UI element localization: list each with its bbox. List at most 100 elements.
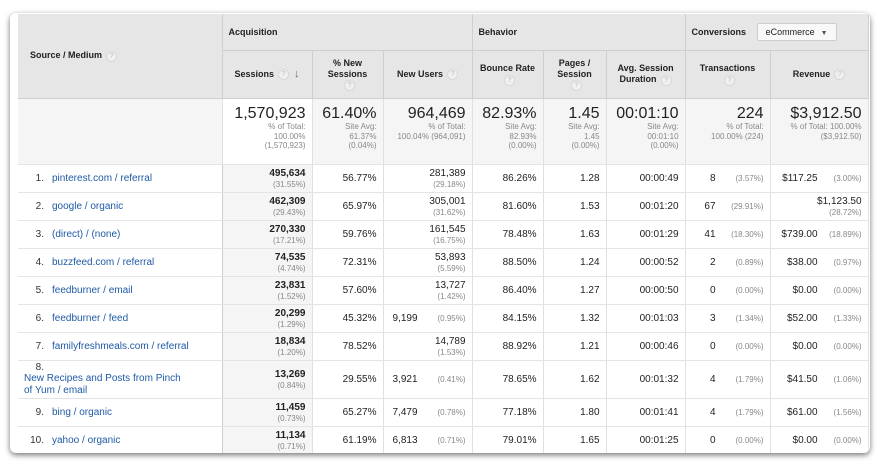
conversions-select[interactable]: eCommerce ▼ bbox=[756, 23, 837, 41]
transactions-cell: 2 (0.89%) bbox=[685, 248, 771, 277]
bounce-rate-value: 79.01% bbox=[502, 435, 537, 446]
column-header-bounce-rate[interactable]: Bounce Rate? bbox=[472, 50, 544, 99]
total-detail: % of Total: 100.00% bbox=[790, 122, 862, 131]
transactions-value: 0 bbox=[709, 341, 716, 352]
new-sessions-cell: 65.27% bbox=[312, 398, 384, 427]
sessions-value: 74,535 bbox=[274, 251, 306, 263]
bounce-rate-value: 86.26% bbox=[502, 173, 537, 184]
sessions-percent: (4.74%) bbox=[277, 263, 306, 273]
sessions-percent: (0.84%) bbox=[277, 380, 306, 390]
revenue-percent: (28.72%) bbox=[829, 207, 862, 217]
column-header-pages-per-session[interactable]: Pages / Session? bbox=[543, 50, 607, 99]
new-users-percent: (29.18%) bbox=[433, 179, 466, 189]
avg-session-duration-value: 00:01:03 bbox=[639, 313, 679, 324]
new-users-percent: (0.71%) bbox=[437, 436, 466, 445]
transactions-value: 0 bbox=[709, 285, 716, 296]
source-medium-link[interactable]: pinterest.com / referral bbox=[52, 172, 153, 184]
revenue-value: $61.00 bbox=[786, 407, 818, 418]
transactions-percent: (1.34%) bbox=[735, 314, 764, 323]
revenue-value: $739.00 bbox=[781, 229, 818, 240]
column-header-transactions[interactable]: Transactions? bbox=[685, 50, 771, 99]
source-medium-link[interactable]: buzzfeed.com / referral bbox=[52, 256, 155, 268]
column-header-new-sessions[interactable]: % New Sessions? bbox=[312, 50, 384, 99]
revenue-value: $41.50 bbox=[786, 374, 818, 385]
pages-per-session-cell: 1.24 bbox=[543, 248, 607, 277]
conversions-select-value: eCommerce bbox=[765, 27, 815, 37]
total-detail: 00:01:10 bbox=[647, 131, 679, 141]
new-sessions-value: 72.31% bbox=[342, 257, 377, 268]
total-avg-session-duration: 00:01:10 Site Avg: 00:01:10 (0.00%) bbox=[606, 98, 686, 165]
total-detail: 100.00% bbox=[273, 131, 306, 141]
total-new-sessions: 61.40% Site Avg: 61.37% (0.04%) bbox=[312, 98, 384, 165]
help-icon[interactable]: ? bbox=[504, 74, 516, 86]
bounce-rate-value: 81.60% bbox=[502, 201, 537, 212]
total-value: 1,570,923 bbox=[234, 105, 306, 122]
help-icon[interactable]: ? bbox=[724, 74, 736, 86]
pages-per-session-value: 1.32 bbox=[580, 313, 600, 324]
total-value: 00:01:10 bbox=[616, 105, 679, 122]
sessions-value: 270,330 bbox=[269, 223, 306, 235]
revenue-cell: $0.00 (0.00%) bbox=[770, 276, 869, 305]
avg-session-duration-cell: 00:01:03 bbox=[606, 304, 686, 333]
help-icon[interactable]: ? bbox=[571, 80, 583, 92]
avg-session-duration-value: 00:01:32 bbox=[639, 374, 679, 385]
total-detail: (0.00%) bbox=[571, 141, 600, 150]
row-number: 5. bbox=[35, 285, 44, 297]
help-icon[interactable]: ? bbox=[834, 69, 846, 81]
transactions-cell: 4 (1.79%) bbox=[685, 360, 771, 399]
new-sessions-cell: 29.55% bbox=[312, 360, 384, 399]
source-cell: 1. pinterest.com / referral bbox=[18, 164, 223, 193]
revenue-value: $0.00 bbox=[792, 285, 818, 296]
help-icon[interactable]: ? bbox=[344, 80, 355, 92]
sessions-cell: 20,299(1.29%) bbox=[222, 304, 313, 333]
source-medium-link[interactable]: (direct) / (none) bbox=[52, 228, 121, 240]
transactions-cell: 0 (0.00%) bbox=[685, 426, 771, 453]
source-medium-link[interactable]: feedburner / email bbox=[52, 284, 133, 296]
source-medium-table: Source / Medium? Acquisition Behavior Co… bbox=[18, 14, 869, 453]
total-detail: 100.04% (964,091) bbox=[397, 131, 466, 141]
transactions-percent: (0.00%) bbox=[735, 342, 764, 351]
help-icon[interactable]: ? bbox=[278, 69, 290, 81]
transactions-cell: 8 (3.57%) bbox=[685, 164, 771, 193]
sessions-percent: (0.71%) bbox=[277, 441, 306, 451]
source-medium-link[interactable]: feedburner / feed bbox=[52, 312, 129, 324]
pages-per-session-value: 1.80 bbox=[580, 407, 600, 418]
sort-descending-icon[interactable]: ↓ bbox=[294, 67, 300, 80]
revenue-value: $38.00 bbox=[786, 257, 818, 268]
acquisition-group-header: Acquisition bbox=[222, 14, 473, 51]
source-medium-link[interactable]: bing / organic bbox=[52, 406, 113, 418]
new-sessions-cell: 65.97% bbox=[312, 192, 384, 221]
source-medium-link[interactable]: New Recipes and Posts from Pinch of Yum … bbox=[24, 373, 181, 396]
bounce-rate-value: 77.18% bbox=[502, 407, 537, 418]
conversions-group-header: Conversions eCommerce ▼ bbox=[685, 14, 869, 51]
new-users-cell: 14,789(1.53%) bbox=[383, 332, 473, 361]
new-users-cell: 3,921 (0.41%) bbox=[383, 360, 473, 399]
new-users-value: 13,727 bbox=[434, 279, 466, 291]
source-medium-link[interactable]: google / organic bbox=[52, 200, 124, 212]
total-transactions: 224% of Total: 100.00% (224) bbox=[685, 98, 771, 165]
source-medium-header[interactable]: Source / Medium? bbox=[18, 14, 223, 99]
transactions-cell: 0 (0.00%) bbox=[685, 276, 771, 305]
column-header-new-users[interactable]: New Users? bbox=[383, 50, 473, 99]
source-medium-link[interactable]: yahoo / organic bbox=[52, 434, 121, 446]
avg-session-duration-cell: 00:01:20 bbox=[606, 192, 686, 221]
total-sessions: 1,570,923% of Total: 100.00% (1,570,923) bbox=[222, 98, 313, 165]
sessions-cell: 270,330(17.21%) bbox=[222, 220, 313, 249]
new-sessions-cell: 56.77% bbox=[312, 164, 384, 193]
new-sessions-cell: 59.76% bbox=[312, 220, 384, 249]
total-revenue: $3,912.50% of Total: 100.00% ($3,912.50) bbox=[770, 98, 869, 165]
sessions-cell: 18,834(1.20%) bbox=[222, 332, 313, 361]
help-icon[interactable]: ? bbox=[660, 74, 672, 86]
pages-per-session-value: 1.28 bbox=[580, 173, 600, 184]
revenue-percent: (1.56%) bbox=[833, 408, 862, 417]
total-detail: ($3,912.50) bbox=[820, 131, 862, 141]
bounce-rate-cell: 79.01% bbox=[472, 426, 544, 453]
help-icon[interactable]: ? bbox=[447, 69, 459, 81]
help-icon[interactable]: ? bbox=[106, 50, 118, 62]
source-medium-link[interactable]: familyfreshmeals.com / referral bbox=[52, 340, 189, 352]
column-header-avg-session-duration[interactable]: Avg. Session Duration? bbox=[606, 50, 686, 99]
sessions-cell: 11,459(0.73%) bbox=[222, 398, 313, 427]
column-header-sessions[interactable]: Sessions? ↓ bbox=[222, 50, 313, 99]
row-number: 2. bbox=[35, 201, 44, 213]
column-header-revenue[interactable]: Revenue? bbox=[770, 50, 869, 99]
